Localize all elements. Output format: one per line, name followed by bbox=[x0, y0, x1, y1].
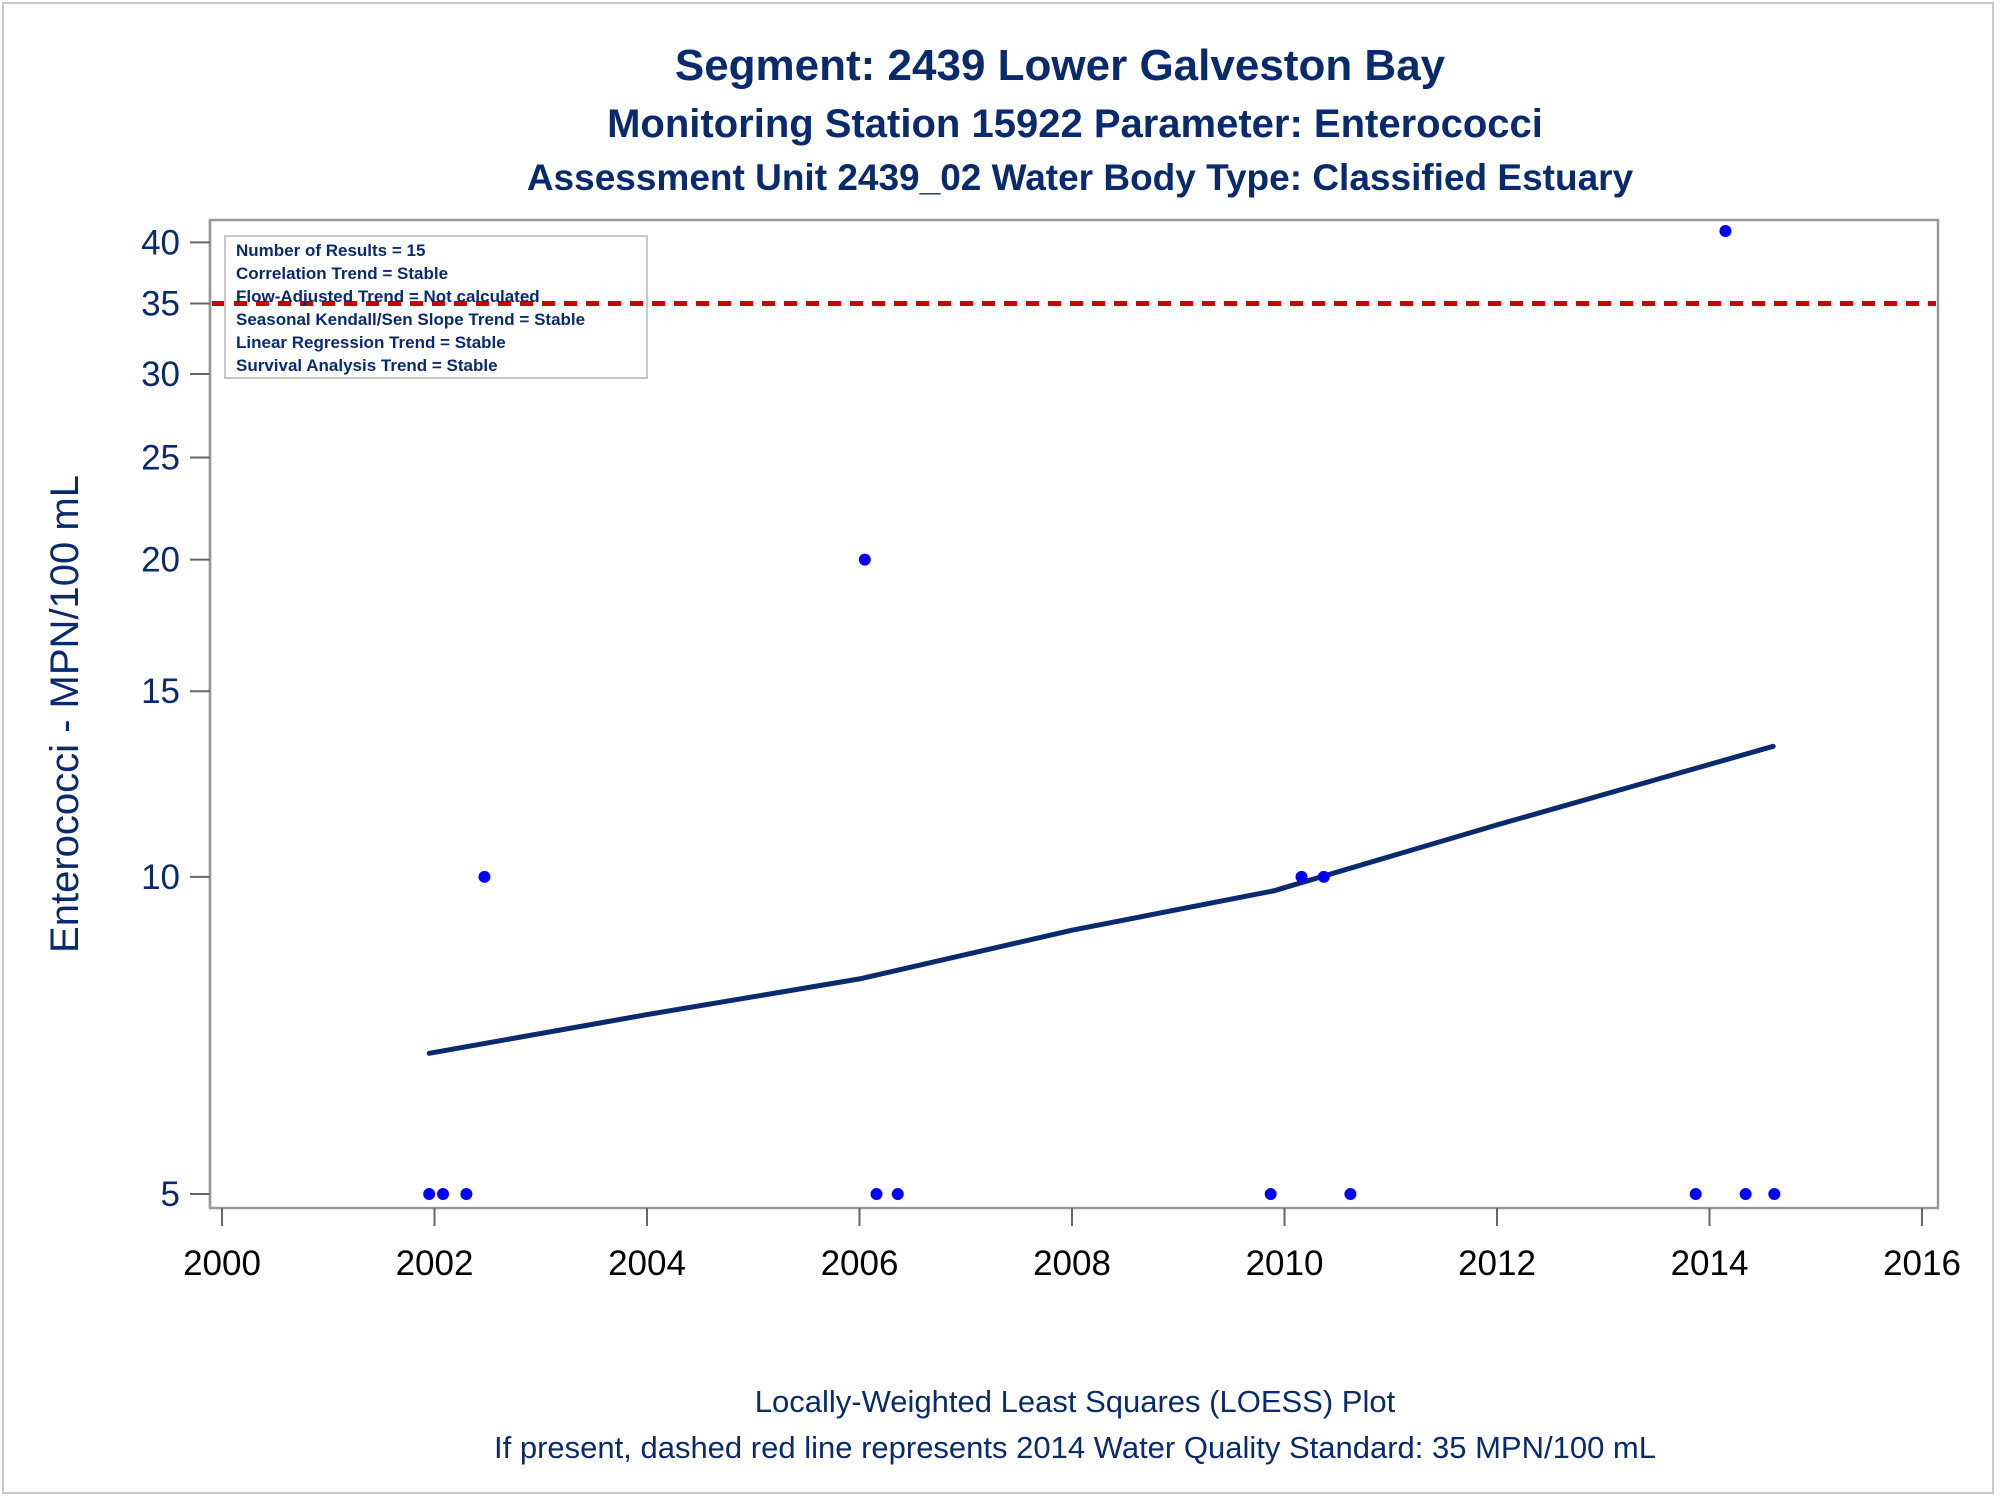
data-point bbox=[1344, 1188, 1357, 1201]
x-tick-label: 2010 bbox=[1246, 1244, 1324, 1283]
y-tick-label: 30 bbox=[141, 355, 180, 394]
inset-flow-adjusted-trend: Flow-Adjusted Trend = Not calculated bbox=[236, 287, 540, 306]
x-tick-label: 2006 bbox=[821, 1244, 899, 1283]
x-tick-label: 2000 bbox=[183, 1244, 261, 1283]
x-tick-label: 2014 bbox=[1671, 1244, 1749, 1283]
data-point bbox=[1739, 1188, 1752, 1201]
data-point bbox=[870, 1188, 883, 1201]
inset-number-of-results: Number of Results = 15 bbox=[236, 241, 425, 260]
chart-subtitle-station: Monitoring Station 15922 Parameter: Ente… bbox=[607, 102, 1543, 146]
y-tick-label: 25 bbox=[141, 438, 180, 477]
footnote-standard: If present, dashed red line represents 2… bbox=[494, 1430, 1656, 1465]
loess-layer bbox=[426, 743, 1776, 1056]
data-point bbox=[891, 1188, 904, 1201]
data-point bbox=[437, 1188, 449, 1201]
y-tick-label: 10 bbox=[141, 858, 180, 897]
data-point bbox=[460, 1188, 473, 1201]
x-tick-label: 2008 bbox=[1033, 1244, 1111, 1283]
x-axis: 2000 2002 2004 2006 2008 2010 2012 2014 2016 bbox=[183, 1208, 1961, 1283]
y-axis: 5 10 15 20 25 30 35 40 bbox=[141, 220, 212, 1214]
loess-line bbox=[426, 743, 1776, 1056]
x-tick-label: 2012 bbox=[1458, 1244, 1536, 1283]
data-point bbox=[858, 553, 871, 566]
y-tick-label: 40 bbox=[141, 223, 180, 262]
points-layer bbox=[423, 225, 1781, 1201]
data-point bbox=[1689, 1188, 1702, 1201]
inset-box-border bbox=[224, 235, 648, 379]
footnote-loess: Locally-Weighted Least Squares (LOESS) P… bbox=[755, 1384, 1396, 1419]
y-tick-label: 35 bbox=[141, 284, 180, 323]
data-point bbox=[478, 870, 491, 883]
inset-linear-regression-trend: Linear Regression Trend = Stable bbox=[236, 333, 506, 352]
x-tick-label: 2004 bbox=[608, 1244, 686, 1283]
x-tick-label: 2016 bbox=[1883, 1244, 1961, 1283]
inset-survival-analysis-trend: Survival Analysis Trend = Stable bbox=[236, 356, 498, 375]
inset-correlation-trend: Correlation Trend = Stable bbox=[236, 264, 448, 283]
data-point bbox=[1264, 1188, 1277, 1201]
chart-subtitle-unit: Assessment Unit 2439_02 Water Body Type:… bbox=[527, 157, 1634, 198]
chart-title: Segment: 2439 Lower Galveston Bay bbox=[675, 41, 1446, 90]
inset-seasonal-kendall-trend: Seasonal Kendall/Sen Slope Trend = Stabl… bbox=[236, 310, 585, 329]
data-point bbox=[1295, 870, 1308, 883]
data-point bbox=[423, 1188, 436, 1201]
y-tick-label: 5 bbox=[161, 1175, 180, 1214]
data-point bbox=[1317, 870, 1330, 883]
y-axis-label: Enterococci - MPN/100 mL bbox=[43, 475, 87, 953]
inset-box: Number of Results = 15 Correlation Trend… bbox=[224, 235, 648, 379]
y-tick-label: 15 bbox=[141, 672, 180, 711]
data-point bbox=[1719, 225, 1732, 238]
data-point bbox=[1768, 1188, 1781, 1201]
y-tick-label: 20 bbox=[141, 541, 180, 580]
x-tick-label: 2002 bbox=[396, 1244, 474, 1283]
